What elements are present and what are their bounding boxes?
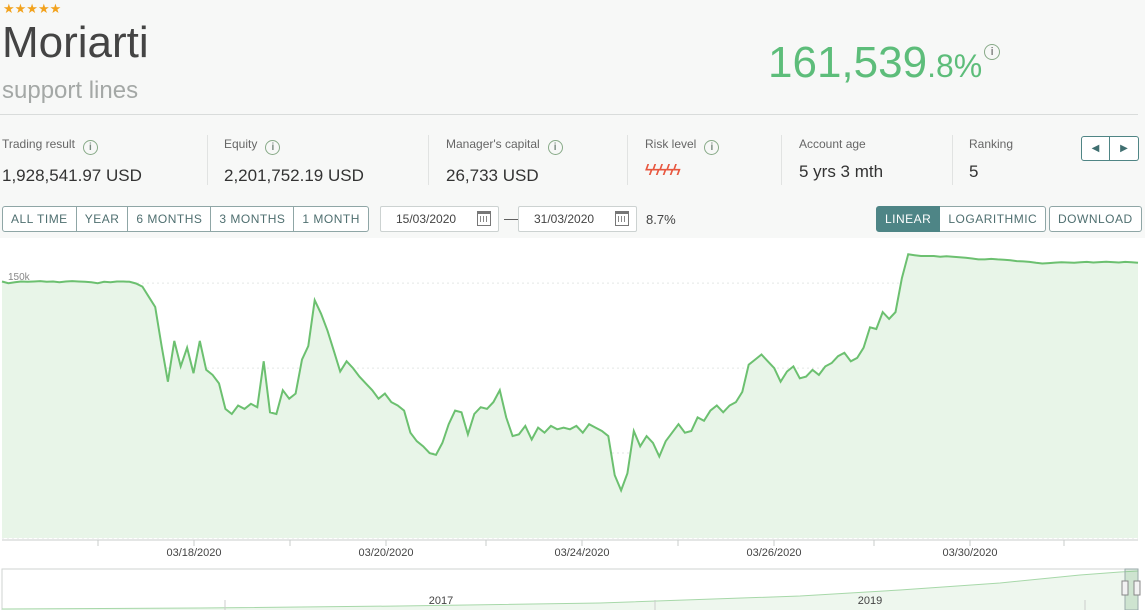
stat-label: Account age <box>799 137 866 151</box>
x-tick-label: 03/18/2020 <box>166 547 221 559</box>
date-separator: — <box>504 210 518 226</box>
stat-value: 5 yrs 3 mth <box>799 162 884 181</box>
period-1-month-button[interactable]: 1 MONTH <box>294 206 369 232</box>
stat-account-age: Account age 5 yrs 3 mth <box>799 137 883 187</box>
period-3-months-button[interactable]: 3 MONTHS <box>211 206 295 232</box>
navigator-handle-right <box>1133 580 1141 596</box>
download-button[interactable]: DOWNLOAD <box>1049 206 1142 232</box>
total-return-decimal: .8% <box>927 48 983 84</box>
stat-risk-level: Risk level i ϟϟϟϟϟ <box>645 137 720 187</box>
info-icon[interactable]: i <box>265 140 281 155</box>
stat-label: Ranking <box>969 137 1014 151</box>
series-line <box>1 253 1139 494</box>
manager-name: Moriarti <box>2 18 149 67</box>
prev-arrow-icon[interactable]: ◀ <box>1081 136 1110 161</box>
stat-managers-capital: Manager's capital i 26,733 USD <box>446 137 563 187</box>
stat-value: 2,201,752.19 USD <box>224 166 364 185</box>
next-arrow-icon[interactable]: ▶ <box>1110 136 1139 161</box>
navigator-handle-left <box>1121 580 1129 596</box>
divider <box>627 135 628 185</box>
strategy-name: support lines <box>2 77 139 104</box>
header-divider <box>0 114 1138 115</box>
total-return-integer: 161,539 <box>768 38 928 87</box>
stat-equity: Equity i 2,201,752.19 USD <box>224 137 364 187</box>
calendar-icon[interactable] <box>615 211 629 226</box>
x-tick-label: 03/20/2020 <box>358 547 413 559</box>
y-tick-label: 150k <box>8 272 31 283</box>
stat-label: Equity <box>224 137 258 151</box>
total-return: 161,539.8% i <box>768 38 1001 88</box>
info-icon[interactable]: i <box>82 140 98 155</box>
scale-linear-button[interactable]: LINEAR <box>876 206 941 232</box>
total-return-info-icon[interactable]: i <box>984 44 1001 60</box>
equity-chart[interactable]: 150k100k50k003/18/202003/20/202003/24/20… <box>0 238 1145 610</box>
period-all-time-button[interactable]: ALL TIME <box>2 206 77 232</box>
divider <box>781 135 782 185</box>
calendar-icon[interactable] <box>477 211 491 226</box>
divider <box>207 135 208 185</box>
date-to-input[interactable]: 31/03/2020 <box>518 206 637 232</box>
x-tick-label: 03/24/2020 <box>554 547 609 559</box>
divider <box>952 135 953 185</box>
period-change: 8.7% <box>646 212 676 227</box>
navigator-year-label: 2019 <box>858 595 882 607</box>
stat-label: Trading result <box>2 137 75 151</box>
navigator-area <box>2 571 1138 610</box>
stat-label: Manager's capital <box>446 137 540 151</box>
ranking-nav: ◀ ▶ <box>1081 136 1139 161</box>
stat-value: 26,733 USD <box>446 166 539 185</box>
info-icon[interactable]: i <box>547 140 563 155</box>
navigator-year-label: 2017 <box>429 595 453 607</box>
series-area <box>2 254 1138 539</box>
stat-ranking: Ranking 5 <box>969 137 1013 187</box>
scale-selector: LINEAR LOGARITHMIC <box>876 206 1047 232</box>
date-from-input[interactable]: 15/03/2020 <box>380 206 499 232</box>
scale-logarithmic-button[interactable]: LOGARITHMIC <box>940 206 1047 232</box>
x-tick-label: 03/30/2020 <box>942 547 997 559</box>
period-year-button[interactable]: YEAR <box>76 206 129 232</box>
stat-label: Risk level <box>645 137 697 151</box>
stat-value: 1,928,541.97 USD <box>2 166 142 185</box>
rating-stars: ★★★★★ <box>3 1 62 16</box>
date-to-value: 31/03/2020 <box>534 212 595 226</box>
x-tick-label: 03/26/2020 <box>746 547 801 559</box>
equity-chart-svg: 150k100k50k003/18/202003/20/202003/24/20… <box>1 253 1141 610</box>
divider <box>428 135 429 185</box>
info-icon[interactable]: i <box>704 140 720 155</box>
stat-trading-result: Trading result i 1,928,541.97 USD <box>2 137 142 187</box>
navigator-line <box>1 570 1139 610</box>
risk-lightning-icon: ϟϟϟϟϟ <box>645 162 681 179</box>
stat-value: 5 <box>969 162 979 181</box>
date-from-value: 15/03/2020 <box>396 212 457 226</box>
period-selector: ALL TIME YEAR 6 MONTHS 3 MONTHS 1 MONTH <box>2 206 369 232</box>
period-6-months-button[interactable]: 6 MONTHS <box>128 206 212 232</box>
